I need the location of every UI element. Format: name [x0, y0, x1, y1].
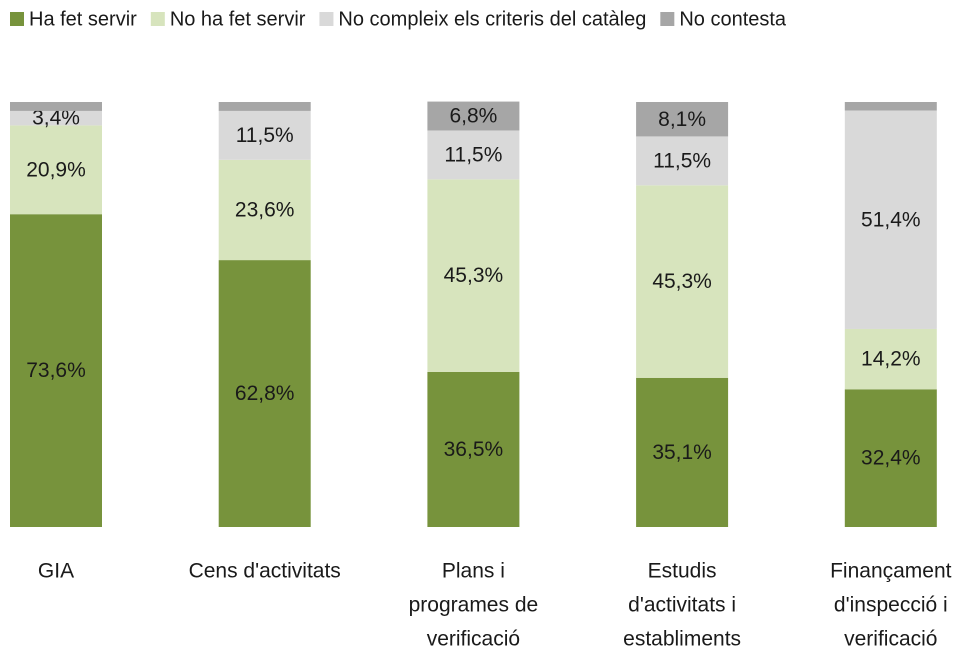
data-label: 36,5%: [444, 438, 504, 461]
legend-label: Ha fet servir: [29, 8, 137, 30]
bar-segment: [636, 136, 729, 186]
data-label: 11,5%: [653, 149, 711, 172]
bar-segment: [427, 179, 520, 372]
data-label: 3,4%: [32, 107, 80, 130]
data-label: 23,6%: [235, 198, 295, 221]
data-label: 35,1%: [652, 441, 712, 464]
data-label: 73,6%: [26, 359, 86, 382]
legend-swatch: [10, 12, 24, 26]
bar-segment: [844, 110, 937, 329]
x-tick-label: Plans i: [442, 560, 505, 583]
bar-segment: [844, 328, 937, 390]
legend-swatch: [660, 12, 675, 26]
bar-segment: [844, 389, 937, 527]
x-tick-label: verificació: [844, 628, 937, 650]
bar-segment: [427, 371, 520, 527]
x-tick-label: GIA: [38, 560, 74, 583]
data-label: 51,4%: [861, 208, 921, 231]
data-label: 6,8%: [449, 105, 497, 128]
x-tick-label: programes de: [409, 594, 539, 617]
legend-swatch: [319, 12, 334, 26]
data-label: 45,3%: [444, 264, 504, 287]
bar-segment: [10, 125, 102, 215]
bar-segment: [636, 377, 729, 527]
legend-label: No compleix els criteris del catàleg: [338, 8, 646, 30]
bar-segment: [427, 101, 520, 131]
data-label: 11,5%: [236, 124, 294, 147]
x-tick-label: Cens d'activitats: [189, 560, 341, 583]
bar-segment: [10, 214, 102, 527]
x-tick-label: Finançament: [830, 560, 952, 583]
data-label: 14,2%: [861, 348, 921, 371]
bar-segment: [636, 185, 729, 378]
data-label: 11,5%: [444, 143, 502, 166]
x-tick-label: verificació: [427, 628, 520, 650]
data-label: 32,4%: [861, 447, 921, 470]
bar-segment: [218, 159, 311, 261]
legend-label: No ha fet servir: [170, 8, 306, 30]
bar-segment: [636, 102, 729, 137]
legend-label: No contesta: [679, 8, 787, 30]
data-label: 45,3%: [652, 270, 712, 293]
bar-segment: [10, 102, 102, 111]
data-label: 8,1%: [658, 108, 706, 131]
x-tick-label: d'activitats i: [628, 594, 736, 617]
data-label: 62,8%: [235, 382, 295, 405]
x-tick-label: Estudis: [648, 560, 717, 583]
bar-segment: [844, 102, 937, 111]
legend-swatch: [150, 12, 165, 26]
x-tick-label: d'inspecció i: [834, 594, 948, 617]
bar-segment: [218, 102, 311, 111]
bar-segment: [10, 110, 102, 126]
bar-segment: [427, 130, 520, 180]
data-label: 20,9%: [26, 158, 86, 181]
bar-segment: [218, 110, 311, 160]
bar-segment: [218, 260, 311, 527]
x-tick-label: establiments: [623, 628, 741, 650]
